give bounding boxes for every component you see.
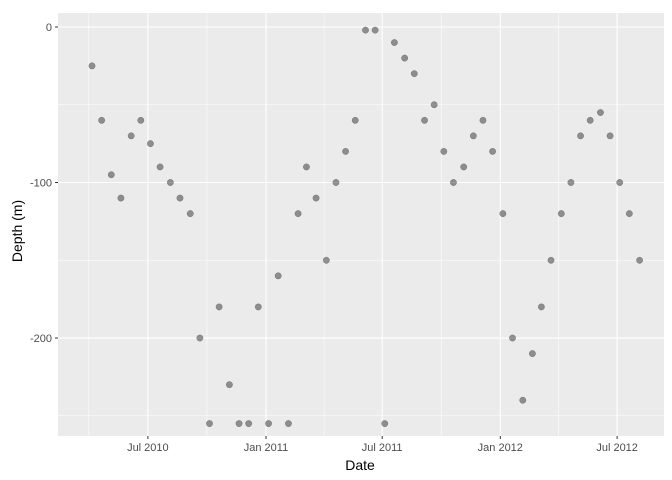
- data-point: [537, 303, 545, 311]
- data-point: [186, 210, 194, 218]
- data-point: [302, 163, 310, 171]
- data-point: [371, 26, 379, 34]
- data-point: [401, 54, 409, 62]
- data-point: [342, 147, 350, 155]
- data-point: [225, 381, 233, 389]
- data-point: [166, 179, 174, 186]
- grid-lines: [58, 13, 664, 436]
- data-point: [390, 39, 398, 46]
- y-tick-label: -100: [30, 178, 52, 190]
- data-point: [107, 171, 115, 179]
- data-point: [449, 179, 457, 186]
- data-point: [156, 163, 164, 171]
- data-points: [88, 26, 644, 428]
- data-point: [362, 26, 369, 34]
- data-point: [460, 163, 468, 171]
- data-point: [410, 70, 418, 78]
- data-point: [312, 194, 320, 202]
- data-point: [606, 132, 614, 140]
- x-tick-label: Jan 2011: [244, 442, 288, 454]
- x-tick-label: Jul 2011: [362, 442, 403, 454]
- x-tick-label: Jul 2010: [127, 442, 169, 454]
- x-tick-label: Jul 2012: [596, 442, 638, 454]
- data-point: [421, 116, 429, 124]
- data-point: [254, 303, 262, 311]
- data-point: [206, 420, 213, 428]
- plot-panel: [58, 13, 664, 436]
- data-point: [274, 272, 282, 280]
- data-point: [351, 116, 359, 124]
- data-point: [519, 396, 527, 404]
- data-point: [117, 194, 125, 202]
- data-point: [146, 140, 154, 148]
- y-tick-label: -200: [30, 333, 52, 345]
- data-point: [440, 147, 448, 155]
- data-point: [596, 109, 604, 116]
- data-point: [636, 256, 644, 264]
- y-axis-title: Depth (m): [9, 200, 25, 262]
- data-point: [98, 116, 106, 124]
- data-point: [528, 350, 536, 358]
- data-point: [381, 420, 389, 428]
- data-point: [616, 179, 624, 186]
- data-point: [285, 420, 292, 428]
- data-point: [509, 334, 516, 342]
- data-point: [127, 132, 135, 140]
- data-point: [489, 147, 497, 155]
- data-point: [479, 116, 487, 124]
- y-axis-ticks: 0 -100 -200: [30, 22, 58, 345]
- data-point: [196, 334, 204, 342]
- x-tick-label: Jan 2012: [478, 442, 523, 454]
- data-point: [557, 210, 565, 218]
- data-point: [586, 116, 594, 124]
- data-point: [567, 179, 575, 186]
- data-point: [294, 210, 302, 218]
- data-point: [265, 420, 273, 428]
- data-point: [547, 256, 555, 264]
- data-point: [499, 210, 507, 218]
- data-point: [137, 116, 145, 124]
- data-point: [88, 62, 96, 70]
- data-point: [625, 210, 633, 218]
- data-point: [332, 179, 340, 186]
- data-point: [245, 420, 253, 428]
- data-point: [322, 256, 330, 264]
- y-tick-label: 0: [46, 22, 52, 34]
- data-point: [469, 132, 477, 140]
- data-point: [430, 101, 438, 109]
- data-point: [215, 303, 223, 311]
- data-point: [235, 420, 243, 428]
- data-point: [176, 194, 184, 202]
- data-point: [577, 132, 584, 140]
- x-axis-ticks: Jul 2010 Jan 2011 Jul 2011 Jan 2012 Jul 2012: [127, 436, 638, 454]
- x-axis-title: Date: [345, 457, 375, 473]
